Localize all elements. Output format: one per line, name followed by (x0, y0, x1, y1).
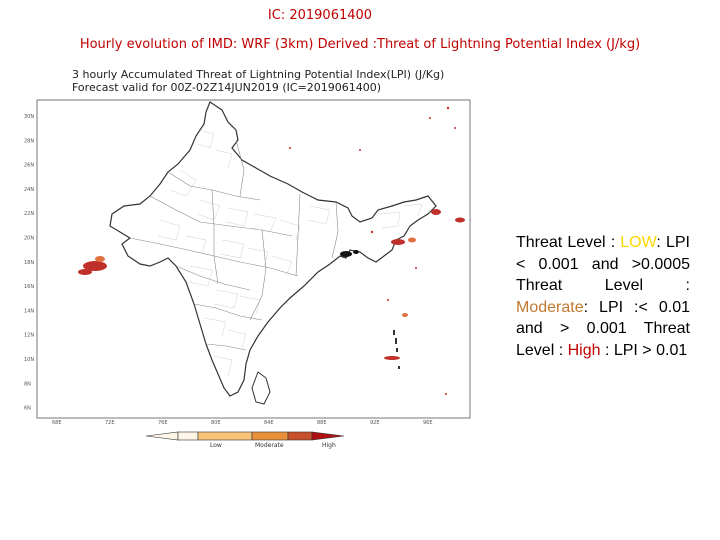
threat-area-black (340, 250, 359, 257)
legend-high-suffix: : (600, 341, 610, 359)
page-subtitle: Hourly evolution of IMD: WRF (3km) Deriv… (79, 37, 641, 52)
colorbar-seg-3 (251, 431, 289, 441)
legend-high-prefix: Threat Level : (516, 320, 690, 359)
lat-label: 10N (24, 357, 34, 363)
legend-low-suffix: : (656, 234, 661, 251)
legend-high-range: LPI > 0.01 (613, 341, 688, 359)
lat-label: 28N (24, 138, 34, 144)
lon-label: 84E (264, 420, 274, 426)
lon-label: 72E (105, 420, 115, 426)
lat-label: 14N (24, 308, 34, 314)
colorbar-seg-4 (287, 431, 313, 441)
lat-label: 24N (24, 187, 34, 193)
lon-labels: 68E 72E 76E 80E 84E 88E 92E 96E (52, 420, 433, 426)
lon-label: 96E (423, 420, 433, 426)
colorbar: Low Moderate High (145, 431, 345, 449)
colorbar-label-moderate: Moderate (255, 442, 284, 449)
lon-label: 80E (211, 420, 221, 426)
colorbar-right-triangle (311, 431, 345, 441)
andaman-islands (393, 330, 400, 369)
district-boundaries (157, 129, 423, 377)
threat-area-bengal (384, 209, 465, 360)
lat-label: 6N (24, 406, 31, 412)
legend-low-word: LOW (620, 234, 657, 251)
lat-label: 18N (24, 260, 34, 266)
colorbar-left-triangle (145, 431, 179, 441)
lat-label: 8N (24, 381, 31, 387)
threat-dots (289, 106, 456, 395)
lon-label: 92E (370, 420, 380, 426)
lat-label: 12N (24, 333, 34, 339)
lat-label: 30N (24, 114, 34, 120)
legend-mod-suffix: : LPI :< 0.01 and > 0.001 (516, 298, 690, 338)
map-title: 3 hourly Accumulated Threat of Lightning… (72, 68, 444, 94)
india-landmass (109, 101, 437, 397)
legend-low-range: LPI < 0.001 and >0.0005 (516, 234, 690, 273)
lat-label: 22N (24, 211, 34, 217)
map-title-line1: 3 hourly Accumulated Threat of Lightning… (72, 68, 445, 81)
map-title-line2: Forecast valid for 00Z-02Z14JUN2019 (IC=… (72, 81, 382, 94)
state-boundaries (129, 139, 339, 351)
lat-label: 20N (24, 236, 34, 242)
ic-title: IC: 2019061400 (267, 8, 373, 23)
sri-lanka (251, 371, 271, 405)
legend-high-word: High (567, 341, 601, 359)
legend-low-prefix: Threat Level : (516, 234, 621, 251)
lpi-map: 30N 28N 26N 24N 22N 20N 18N 16N 14N 12N 10N 8N 6N 68… (24, 99, 471, 449)
lat-label: 26N (24, 163, 34, 169)
colorbar-label-high: High (322, 442, 336, 449)
colorbar-seg-2 (197, 431, 253, 441)
legend-mod-prefix: Threat Level : (516, 277, 690, 294)
threat-area-arabian-sea (78, 256, 107, 275)
lon-label: 76E (158, 420, 168, 426)
lon-label: 88E (317, 420, 327, 426)
legend-moderate-word: Moderate (516, 298, 584, 316)
threat-level-legend: Threat Level : LOW: LPI < 0.001 and >0.0… (516, 232, 690, 361)
lon-label: 68E (52, 420, 62, 426)
lat-labels: 30N 28N 26N 24N 22N 20N 18N 16N 14N 12N 10N 8N 6N (24, 114, 34, 412)
colorbar-label-low: Low (210, 442, 222, 449)
lat-label: 16N (24, 284, 34, 290)
colorbar-seg-1 (177, 431, 199, 441)
